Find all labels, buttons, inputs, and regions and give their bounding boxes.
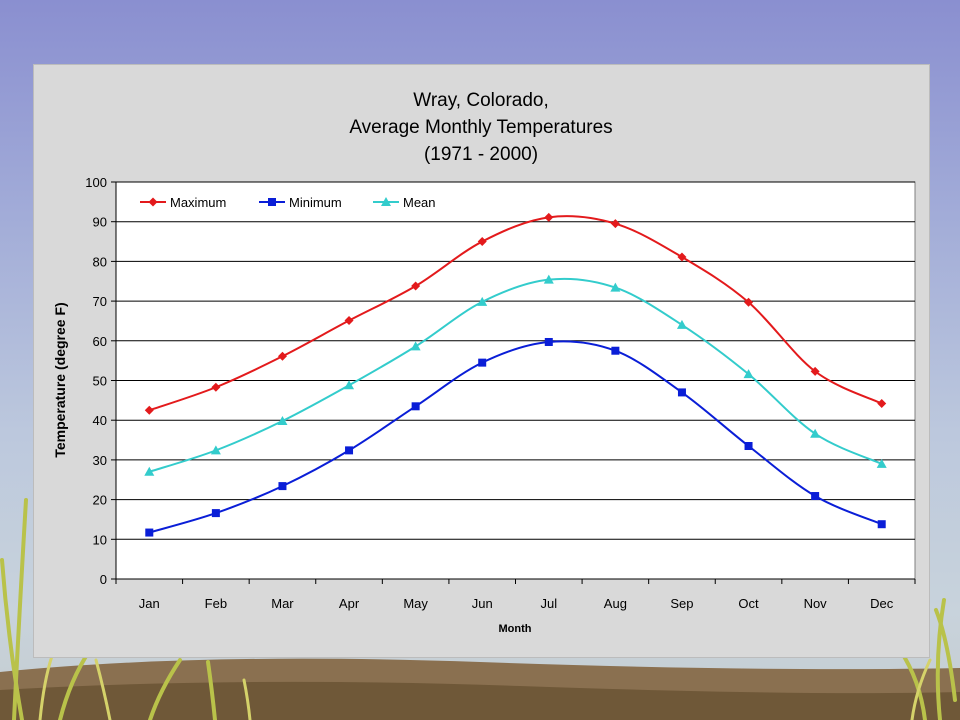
gridlines <box>116 181 915 540</box>
x-tick-label: Jun <box>472 596 493 611</box>
data-point <box>145 528 154 537</box>
data-point <box>611 346 620 355</box>
series-maximum <box>144 212 887 415</box>
legend-marker <box>381 197 391 206</box>
data-point <box>410 341 421 351</box>
chart-title: Wray, Colorado, Average Monthly Temperat… <box>349 90 612 165</box>
data-point <box>544 337 553 346</box>
data-point <box>210 445 221 455</box>
data-point <box>744 442 753 451</box>
data-point <box>543 274 554 284</box>
legend-label: Minimum <box>289 195 342 210</box>
legend-label: Mean <box>403 195 436 210</box>
x-tick-label: Feb <box>205 596 227 611</box>
data-point <box>610 282 621 292</box>
title-line-2: Average Monthly Temperatures <box>349 117 612 138</box>
data-point <box>144 466 155 476</box>
x-tick-label: Dec <box>870 596 894 611</box>
data-point <box>344 380 355 390</box>
y-tick-label: 80 <box>93 254 107 269</box>
x-axis: Jan Feb Mar Apr May Jun Jul Aug Sep Oct Nov Dec <box>115 578 916 611</box>
data-point <box>810 366 820 376</box>
data-point <box>544 212 554 222</box>
series-mean <box>144 274 887 476</box>
data-point <box>677 252 687 262</box>
legend-marker <box>268 198 276 206</box>
series-layer <box>144 212 887 537</box>
y-tick-label: 30 <box>93 453 107 468</box>
x-axis-title: Month <box>499 623 532 635</box>
x-tick-label: Jan <box>139 596 160 611</box>
y-tick-label: 20 <box>93 493 107 508</box>
data-point <box>610 219 620 229</box>
y-axis-title: Temperature (degree F) <box>52 302 68 457</box>
data-point <box>877 399 887 409</box>
line-chart: Wray, Colorado, Average Monthly Temperat… <box>52 90 916 635</box>
y-tick-label: 40 <box>93 413 107 428</box>
chart-panel: Wray, Colorado, Average Monthly Temperat… <box>33 64 930 658</box>
title-line-1: Wray, Colorado, <box>413 90 549 111</box>
data-point <box>211 382 221 392</box>
data-point <box>411 402 420 411</box>
x-tick-label: Jul <box>540 596 557 611</box>
series-minimum <box>145 337 886 537</box>
series-line <box>148 215 883 412</box>
data-point <box>278 482 287 491</box>
y-axis: 0 10 20 30 40 50 60 70 80 90 100 <box>85 175 117 587</box>
x-tick-label: Nov <box>804 596 828 611</box>
data-point <box>876 458 887 468</box>
data-point <box>811 492 820 501</box>
data-point <box>344 316 354 326</box>
y-tick-label: 100 <box>85 175 107 190</box>
data-point <box>877 520 886 529</box>
legend-item-minimum: Minimum <box>259 195 342 210</box>
data-point <box>810 428 821 438</box>
y-tick-label: 70 <box>93 294 107 309</box>
data-point <box>477 237 487 247</box>
data-point <box>144 405 154 415</box>
legend-label: Maximum <box>170 195 226 210</box>
data-point <box>277 351 287 361</box>
title-line-3: (1971 - 2000) <box>424 144 538 165</box>
data-point <box>211 509 220 518</box>
x-tick-label: Apr <box>339 596 360 611</box>
x-tick-label: Sep <box>670 596 693 611</box>
data-point <box>743 369 754 379</box>
y-tick-label: 60 <box>93 334 107 349</box>
legend-item-maximum: Maximum <box>140 195 226 210</box>
data-point <box>345 446 354 455</box>
x-tick-label: Aug <box>604 596 627 611</box>
data-point <box>477 296 488 306</box>
y-tick-label: 10 <box>93 532 107 547</box>
data-point <box>478 358 487 367</box>
y-tick-label: 90 <box>93 215 107 230</box>
data-point <box>676 319 687 329</box>
y-tick-label: 50 <box>93 374 107 389</box>
legend-item-mean: Mean <box>373 195 436 210</box>
x-tick-label: Mar <box>271 596 294 611</box>
data-point <box>411 281 421 291</box>
legend-marker <box>148 197 158 207</box>
data-point <box>277 415 288 425</box>
y-tick-label: 0 <box>100 572 107 587</box>
data-point <box>677 388 686 397</box>
x-tick-label: May <box>403 596 428 611</box>
legend: Maximum Minimum Mean <box>140 195 436 210</box>
data-point <box>744 297 754 307</box>
x-tick-label: Oct <box>738 596 759 611</box>
